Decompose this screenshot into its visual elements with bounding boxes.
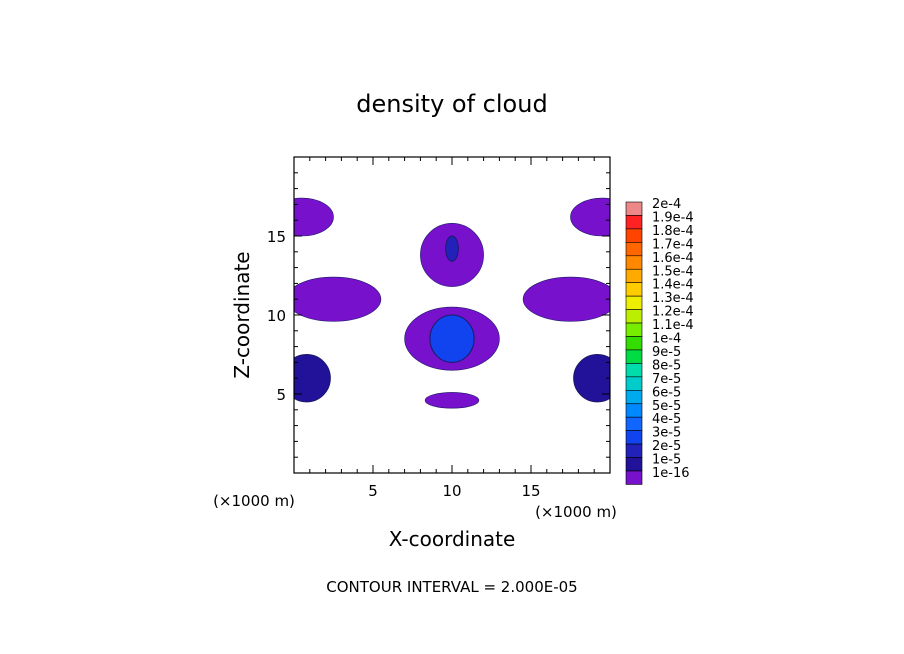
colorbar-swatch <box>625 349 643 364</box>
contour-region-cloud-right-top <box>570 197 610 237</box>
colorbar-label: 1.7e-4 <box>652 237 694 252</box>
colorbar-label: 1.1e-4 <box>652 318 694 333</box>
contour-region-cloud-upper-core <box>445 235 459 262</box>
colorbar-swatch <box>625 242 643 257</box>
colorbar-label: 7e-5 <box>652 372 681 387</box>
colorbar-label: 2e-5 <box>652 439 681 454</box>
colorbar-label: 1.9e-4 <box>652 210 694 225</box>
colorbar-swatch <box>625 215 643 230</box>
colorbar-swatch <box>625 443 643 458</box>
colorbar-label: 1.2e-4 <box>652 305 694 320</box>
y-tick-label: 15 <box>267 228 286 246</box>
contour-regions <box>294 197 610 409</box>
contour-region-cloud-left-low <box>294 354 331 403</box>
colorbar-swatch <box>625 376 643 391</box>
x-axis-label: X-coordinate <box>389 527 516 551</box>
colorbar-swatch <box>625 416 643 431</box>
contour-region-cloud-right-band <box>522 276 610 322</box>
colorbar-label: 3e-5 <box>652 426 681 441</box>
colorbar-swatch <box>625 309 643 324</box>
contour-region-cloud-left-band <box>294 276 382 322</box>
colorbar-label: 8e-5 <box>652 358 681 373</box>
colorbar-swatch <box>625 268 643 283</box>
colorbar-label: 4e-5 <box>652 412 681 427</box>
colorbar-swatch <box>625 457 643 472</box>
colorbar-swatch <box>625 282 643 297</box>
colorbar-label: 2e-4 <box>652 197 681 212</box>
colorbar-swatch <box>625 255 643 270</box>
colorbar-label: 1.4e-4 <box>652 278 694 293</box>
colorbar-swatch <box>625 295 643 310</box>
y-tick-label: 10 <box>267 307 286 325</box>
colorbar-swatch <box>625 201 643 216</box>
colorbar-swatch <box>625 228 643 243</box>
colorbar-label: 1.8e-4 <box>652 224 694 239</box>
colorbar-label: 1e-5 <box>652 453 681 468</box>
x-tick-label: 15 <box>521 482 540 500</box>
y-axis-label: Z-coordinate <box>230 251 254 378</box>
colorbar-label: 9e-5 <box>652 345 681 360</box>
colorbar-label: 1.3e-4 <box>652 291 694 306</box>
contour-region-cloud-low-center <box>424 392 480 409</box>
colorbar-label: 1e-4 <box>652 332 681 347</box>
colorbar-label: 1.5e-4 <box>652 264 694 279</box>
colorbar: 2e-41.9e-41.8e-41.7e-41.6e-41.5e-41.4e-4… <box>625 197 694 485</box>
colorbar-swatch <box>625 363 643 378</box>
colorbar-swatch <box>625 470 643 485</box>
contour-interval-note: CONTOUR INTERVAL = 2.000E-05 <box>326 578 577 596</box>
x-unit-label: (×1000 m) <box>213 492 295 510</box>
chart-title: density of cloud <box>356 90 547 118</box>
colorbar-label: 1e-16 <box>652 466 690 481</box>
colorbar-swatch <box>625 336 643 351</box>
colorbar-label: 6e-5 <box>652 385 681 400</box>
colorbar-swatch <box>625 430 643 445</box>
colorbar-label: 1.6e-4 <box>652 251 694 266</box>
x-tick-label: 5 <box>368 482 378 500</box>
y-tick-label: 5 <box>276 386 286 404</box>
colorbar-label: 5e-5 <box>652 399 681 414</box>
colorbar-swatch <box>625 389 643 405</box>
colorbar-swatch <box>625 322 643 337</box>
axis-ticks: 5 10 15 5 10 15 <box>267 157 610 500</box>
x-tick-label: 10 <box>442 482 461 500</box>
colorbar-swatch <box>625 403 643 418</box>
contour-region-cloud-right-low <box>573 354 610 403</box>
contour-region-cloud-mid-core <box>429 314 475 363</box>
z-unit-label: (×1000 m) <box>535 503 617 521</box>
